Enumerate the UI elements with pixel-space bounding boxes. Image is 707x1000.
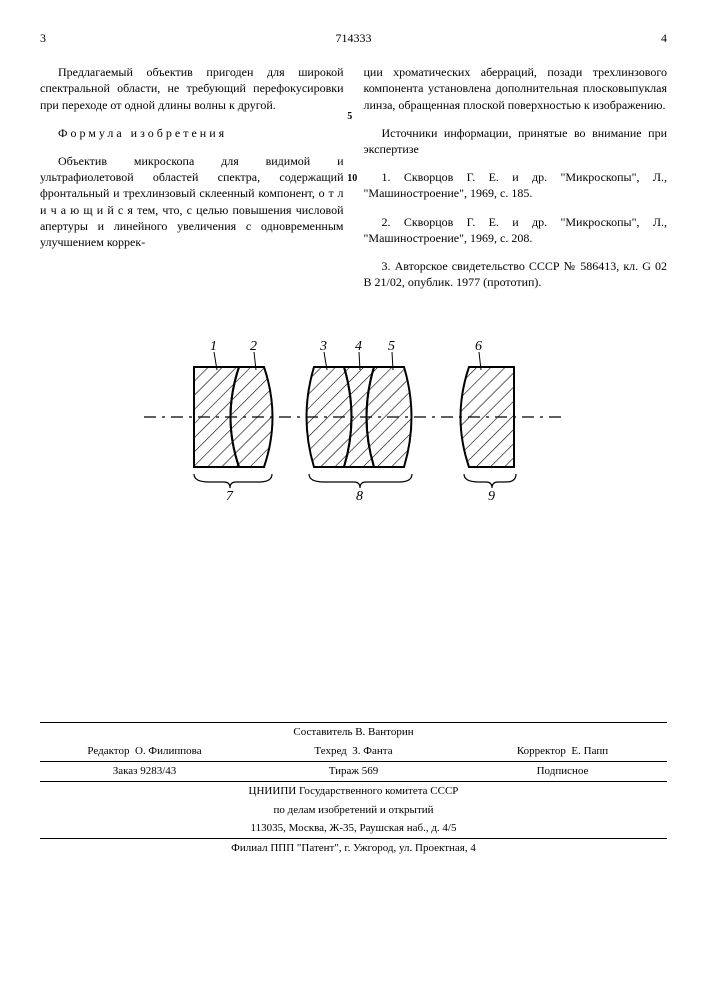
reference-2: 2. Скворцов Г. Е. и др. "Микроскопы", Л.…	[364, 214, 668, 246]
lens-group-9: 6 9	[460, 339, 516, 502]
svg-text:4: 4	[355, 339, 362, 354]
address: 113035, Москва, Ж-35, Раушская наб., д. …	[40, 819, 667, 838]
left-column: Предлагаемый объектив пригоден для широк…	[40, 52, 344, 302]
formula-heading: Формула изобретения	[40, 125, 344, 141]
lens-group-8: 3 4 5 8	[306, 339, 412, 502]
intro-paragraph: Предлагаемый объектив пригоден для широк…	[40, 64, 344, 113]
compiler: Составитель В. Ванторин	[40, 723, 667, 742]
page-header: 3 714333 4	[40, 30, 667, 46]
lens-group-7: 1 2 7	[194, 339, 273, 502]
order-row: Заказ 9283/43 Тираж 569 Подписное	[40, 762, 667, 781]
reference-3: 3. Авторское свидетельство СССР № 586413…	[364, 258, 668, 290]
doc-number: 714333	[46, 30, 661, 46]
svg-text:2: 2	[250, 339, 257, 354]
svg-text:8: 8	[356, 489, 363, 502]
claim-continuation: ции хроматических аберраций, позади трех…	[364, 64, 668, 113]
org-line-1: ЦНИИПИ Государственного комитета СССР	[40, 782, 667, 801]
corrector-cell: Корректор Е. Папп	[458, 744, 667, 759]
subscription: Подписное	[458, 764, 667, 779]
org-line-2: по делам изобретений и открытий	[40, 801, 667, 820]
credits-row: Редактор О. Филиппова Техред З. Фанта Ко…	[40, 742, 667, 761]
claim-paragraph: Объектив микроскопа для видимой и ультра…	[40, 153, 344, 250]
sources-heading: Источники информации, принятые во вниман…	[364, 125, 668, 157]
svg-text:7: 7	[226, 489, 234, 502]
svg-text:6: 6	[475, 339, 482, 354]
tirazh: Тираж 569	[249, 764, 458, 779]
techred-cell: Техред З. Фанта	[249, 744, 458, 759]
publication-block: Составитель В. Ванторин Редактор О. Фили…	[40, 722, 667, 858]
lens-diagram: 1 2 7 3 4 5 8 6 9	[144, 332, 564, 502]
line-marker-5: 5	[347, 110, 352, 124]
line-marker-10: 10	[347, 172, 357, 186]
reference-1: 1. Скворцов Г. Е. и др. "Микроскопы", Л.…	[364, 169, 668, 201]
right-column: ции хроматических аберраций, позади трех…	[364, 52, 668, 302]
svg-text:5: 5	[388, 339, 395, 354]
svg-text:3: 3	[319, 339, 327, 354]
branch: Филиал ППП "Патент", г. Ужгород, ул. Про…	[40, 839, 667, 858]
svg-text:1: 1	[210, 339, 217, 354]
page-right: 4	[661, 30, 667, 46]
editor-cell: Редактор О. Филиппова	[40, 744, 249, 759]
order-number: Заказ 9283/43	[40, 764, 249, 779]
svg-text:9: 9	[488, 489, 495, 502]
text-columns: 5 10 Предлагаемый объектив пригоден для …	[40, 52, 667, 302]
